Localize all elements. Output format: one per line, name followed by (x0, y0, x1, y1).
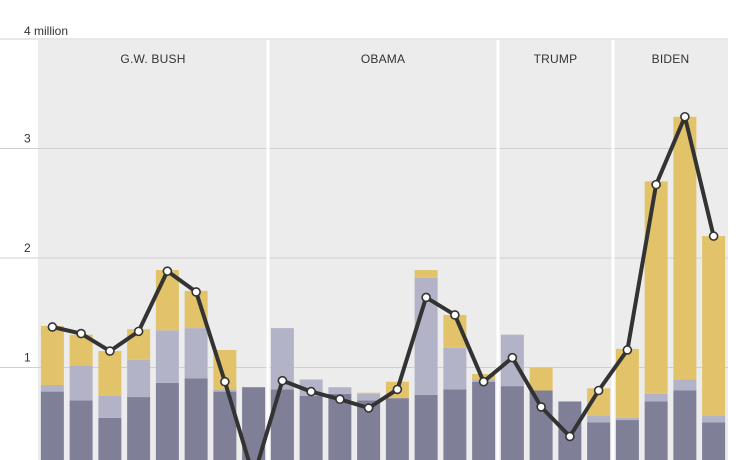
bar-segment-middle (213, 389, 237, 392)
bar-segment-bottom (385, 398, 409, 460)
bar-segment-bottom (328, 393, 352, 460)
era-label: OBAMA (361, 52, 405, 66)
era-separator (266, 40, 270, 460)
line-point (220, 376, 230, 387)
era-labels: G.W. BUSH OBAMA TRUMP BIDEN (120, 52, 689, 66)
bar-segment-bottom (357, 400, 381, 460)
bar-segment-bottom (414, 394, 438, 460)
bar-segment-middle (702, 415, 726, 423)
line-point (162, 266, 173, 276)
bar-segment-middle (328, 387, 352, 394)
bar-segment-middle (357, 393, 381, 401)
line-point (133, 326, 144, 337)
bar-segment-bottom (529, 390, 553, 460)
bar-segment-middle (644, 393, 668, 402)
line-point (565, 431, 575, 442)
y-tick-label: 1 (24, 351, 31, 365)
bar-segment-middle (127, 359, 151, 398)
bar-segment-bottom (500, 386, 524, 460)
total-line (50, 114, 716, 460)
bar-segment-top (644, 181, 668, 394)
total-line-path (50, 114, 716, 460)
bar-segment-bottom (644, 401, 668, 460)
line-point (536, 402, 546, 412)
line-point (478, 376, 489, 387)
bar-segment-bottom (127, 397, 151, 460)
bar-segment-top (529, 367, 553, 391)
era-separators (266, 40, 615, 460)
bar-segment-bottom (69, 400, 93, 460)
era-separator (611, 40, 615, 460)
bar-segment-bottom (98, 417, 122, 460)
bar-segment-middle (414, 277, 438, 395)
bar-segment-top (587, 388, 611, 416)
bar-segment-bottom (673, 390, 697, 460)
line-point (651, 179, 661, 190)
line-point (421, 292, 431, 303)
era-label: G.W. BUSH (120, 52, 185, 66)
bar-segment-top (357, 392, 381, 394)
bar-segment-top (184, 290, 208, 329)
bar-segment-bottom (702, 422, 726, 460)
bar-segment-bottom (587, 422, 611, 460)
stacked-bars (40, 116, 726, 460)
line-point (450, 310, 460, 320)
line-point (392, 384, 403, 395)
line-point (191, 287, 201, 297)
line-point (277, 375, 288, 386)
bar-segment-middle (155, 330, 179, 383)
bar-segment-middle (184, 328, 208, 379)
bar-segment-middle (673, 379, 697, 391)
bar-segment-middle (443, 347, 467, 390)
line-point (622, 345, 633, 355)
bar-segment-middle (40, 385, 64, 392)
line-point (306, 386, 316, 397)
bar-segment-bottom (242, 387, 266, 460)
bar-segment-top (673, 116, 697, 380)
bar-segment-top (443, 314, 467, 348)
line-point (507, 352, 518, 363)
y-tick-label: 4 million (24, 24, 68, 38)
bar-segment-bottom (270, 389, 294, 460)
line-point (47, 322, 58, 332)
bar-segment-bottom (184, 378, 208, 460)
total-line-points (47, 111, 719, 442)
line-point (335, 394, 345, 405)
bar-segment-middle (615, 417, 639, 421)
bar-segment-bottom (213, 391, 237, 460)
bar-segment-middle (98, 395, 122, 418)
era-backgrounds (38, 40, 728, 460)
bar-segment-bottom (155, 382, 179, 460)
bar-segment-middle (587, 415, 611, 423)
era-label: BIDEN (652, 52, 690, 66)
line-point (593, 385, 604, 396)
line-point (708, 231, 719, 241)
line-point (680, 111, 690, 122)
bar-segment-bottom (40, 391, 64, 460)
bar-segment-top (98, 351, 122, 396)
line-point (105, 346, 115, 356)
line-point (363, 403, 374, 413)
bar-segment-top (615, 348, 639, 418)
bar-segment-middle (270, 328, 294, 390)
bar-segment-bottom (472, 381, 496, 460)
line-point (76, 328, 86, 339)
bar-segment-top (40, 325, 64, 386)
bar-segment-bottom (615, 420, 639, 460)
era-separator (496, 40, 500, 460)
bar-segment-bottom (299, 395, 323, 460)
bar-segment-bottom (443, 389, 467, 460)
y-tick-label: 2 (24, 241, 31, 255)
bar-segment-top (414, 270, 438, 278)
y-tick-labels: 1 2 3 4 million (24, 24, 68, 365)
bar-segment-bottom (558, 401, 582, 460)
y-tick-label: 3 (24, 132, 31, 146)
era-label: TRUMP (534, 52, 578, 66)
bar-segment-top (702, 236, 726, 416)
bar-segment-middle (69, 365, 93, 401)
bar-segment-top (69, 334, 93, 366)
